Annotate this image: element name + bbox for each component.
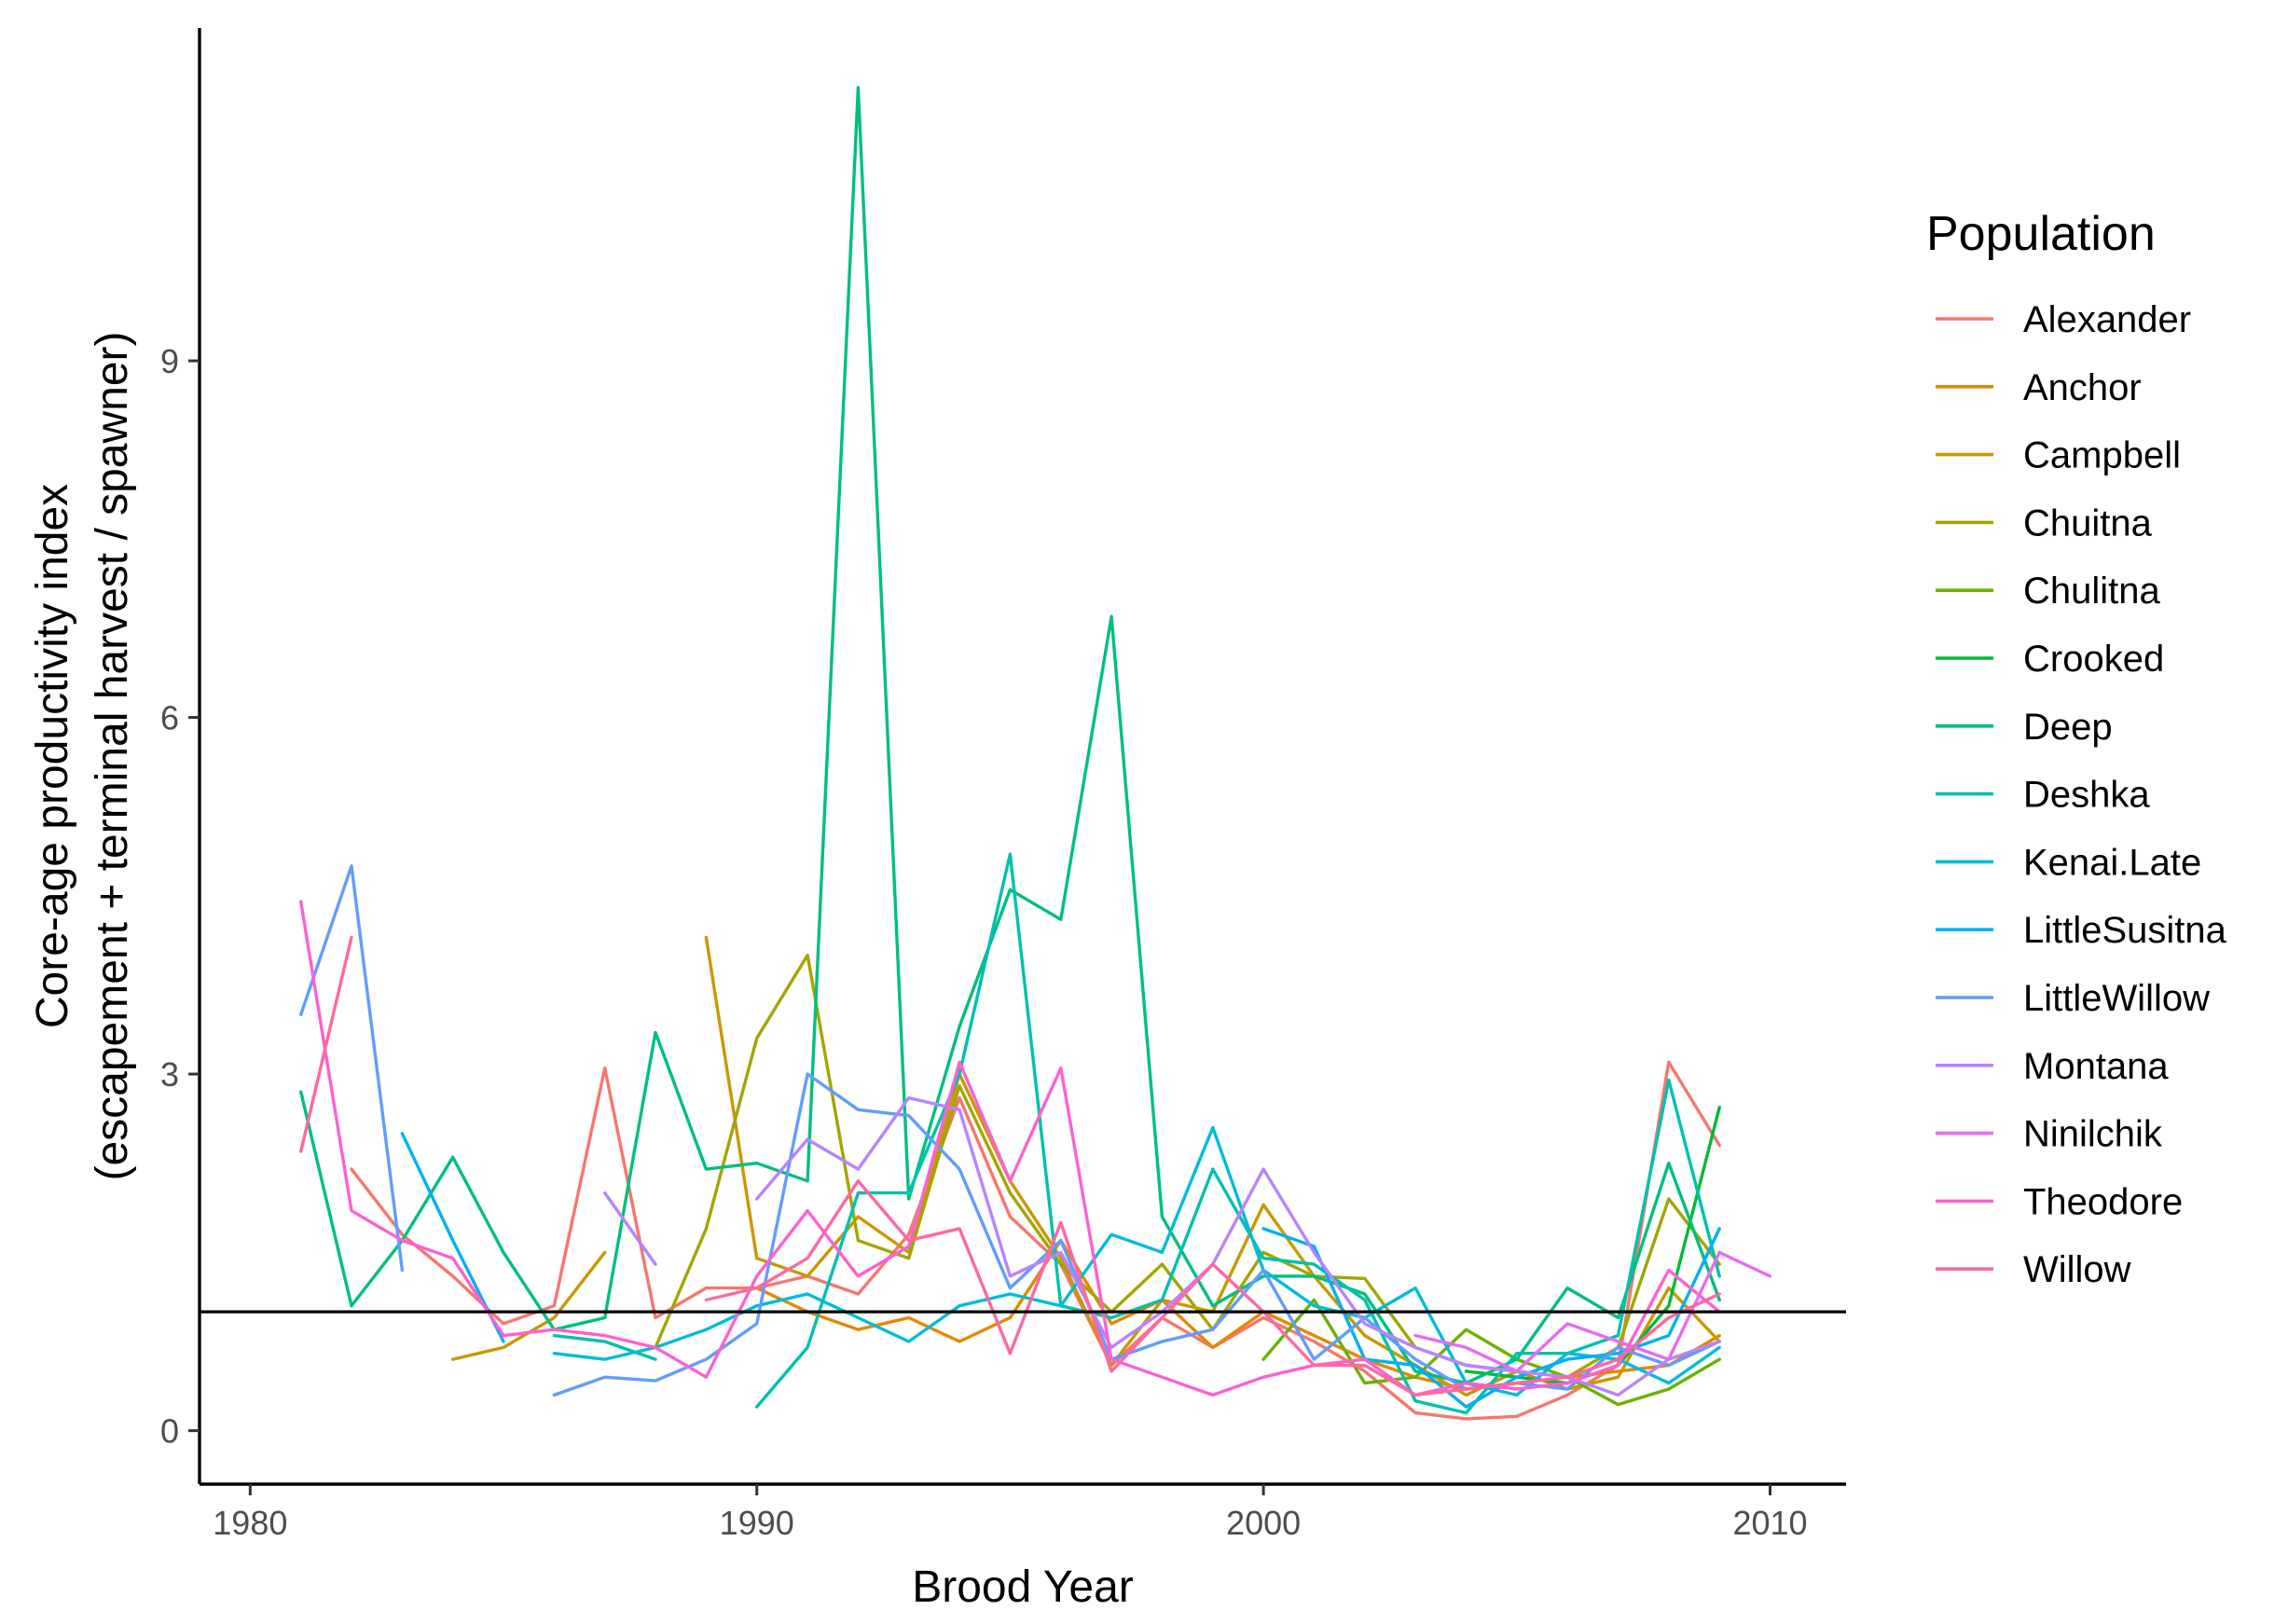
legend-label: Alexander — [2023, 299, 2191, 340]
legend-item-littlewillow: LittleWillow — [1936, 978, 2210, 1019]
x-axis-title: Brood Year — [912, 1562, 1134, 1612]
legend-label: Chulitna — [2023, 571, 2161, 612]
series-line-crooked — [1464, 1106, 1721, 1385]
legend-label: Ninilchik — [2023, 1114, 2163, 1155]
series-line-anchor — [755, 1238, 1721, 1391]
legend-item-kenai-late: Kenai.Late — [1936, 842, 2201, 883]
x-tick-label: 2000 — [1226, 1504, 1301, 1542]
legend-label: Theodore — [2023, 1181, 2183, 1222]
legend-item-alexander: Alexander — [1936, 299, 2191, 340]
legend-title: Population — [1926, 207, 2156, 261]
series-line-chulitna — [1261, 1298, 1721, 1407]
y-axis-title: Core-age productivity index (escapement +… — [28, 331, 137, 1180]
series-line-campbell — [451, 935, 1721, 1397]
legend-label: Montana — [2023, 1046, 2169, 1087]
series-line-ninilchik — [1413, 1250, 1772, 1373]
legend-item-deshka: Deshka — [1936, 775, 2150, 816]
legend-item-crooked: Crooked — [1936, 639, 2164, 680]
y-axis-title-line: (escapement + terminal harvest / spawner… — [88, 331, 137, 1180]
legend-item-campbell: Campbell — [1936, 435, 2181, 476]
legend-label: Kenai.Late — [2023, 842, 2201, 883]
legend: Population Alexander Anchor Campbell Chuitna… — [1926, 207, 2227, 1290]
y-axis-title-line: Core-age productivity index — [28, 484, 77, 1028]
legend-label: Crooked — [2023, 639, 2164, 680]
series-line-montana — [603, 1095, 1721, 1397]
legend-label: Willow — [2023, 1249, 2131, 1290]
legend-item-theodore: Theodore — [1936, 1181, 2183, 1222]
legend-item-montana: Montana — [1936, 1046, 2169, 1087]
legend-label: LittleSusitna — [2023, 910, 2227, 951]
series-line-deep — [299, 86, 1721, 1385]
legend-item-ninilchik: Ninilchik — [1936, 1114, 2163, 1155]
legend-label: Anchor — [2023, 367, 2142, 408]
series-line-theodore — [299, 900, 1721, 1397]
y-tick-label: 3 — [160, 1055, 179, 1094]
legend-item-willow: Willow — [1936, 1249, 2131, 1290]
legend-item-chuitna: Chuitna — [1936, 502, 2153, 544]
legend-label: Deshka — [2023, 775, 2150, 816]
x-tick-label: 1990 — [720, 1504, 794, 1542]
plot-lines — [299, 86, 1772, 1421]
legend-label: Chuitna — [2023, 502, 2153, 544]
y-tick-label: 9 — [160, 342, 179, 380]
y-tick-label: 0 — [160, 1412, 179, 1451]
legend-label: Campbell — [2023, 435, 2181, 476]
legend-item-anchor: Anchor — [1936, 367, 2142, 408]
x-tick-label: 1980 — [213, 1504, 287, 1542]
legend-item-chulitna: Chulitna — [1936, 571, 2161, 612]
legend-label: Deep — [2023, 707, 2113, 748]
axes-layer: 1980 1990 2000 2010 0 3 6 9 Brood Year Core-age p… — [28, 28, 1846, 1612]
y-tick-label: 6 — [160, 699, 179, 737]
legend-label: LittleWillow — [2023, 978, 2210, 1019]
legend-item-deep: Deep — [1936, 707, 2113, 748]
legend-item-littlesusitna: LittleSusitna — [1936, 910, 2227, 951]
series-line-littlewillow — [299, 864, 1721, 1397]
x-tick-label: 2010 — [1732, 1504, 1807, 1542]
series-line-willow — [299, 935, 1721, 1397]
series-line-alexander — [350, 1060, 1721, 1421]
